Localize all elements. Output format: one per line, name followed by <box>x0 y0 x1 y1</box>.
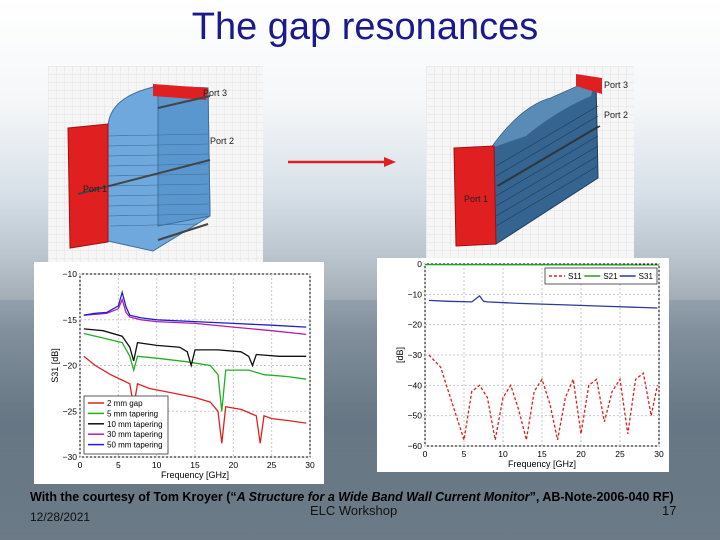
right-model-image: Port 3 Port 2 Port 1 <box>426 66 634 262</box>
y-tick-label: 0 <box>417 259 422 269</box>
right-model-drawing: Port 3 Port 2 Port 1 <box>426 66 634 262</box>
series-line-3 <box>83 297 307 336</box>
y-tick-label: −30 <box>63 452 78 462</box>
series-line-2 <box>83 328 307 369</box>
y-tick-label: −40 <box>408 380 423 390</box>
left-port1-label: Port 1 <box>83 184 107 194</box>
right-chart-panel: 0 5 10 15 20 25 30 0 −10 −20 −30 −40 −50 −60 Frequency… <box>377 258 669 472</box>
series-line-1 <box>83 332 307 412</box>
x-tick-label: 0 <box>78 460 83 470</box>
left-chart-panel: 0 5 10 15 20 25 30 −10 −15 −20 −25 −30 Frequency [GH… <box>34 262 324 484</box>
legend-entry: S21 <box>603 272 618 281</box>
left-port3-label: Port 3 <box>203 88 227 98</box>
legend-entry: 10 mm tapering <box>107 420 163 429</box>
x-tick-label: 25 <box>267 460 277 470</box>
transition-arrow-icon <box>288 157 396 167</box>
x-tick-label: 15 <box>537 449 547 459</box>
series-line-4 <box>83 289 307 328</box>
left-model-drawing: Port 3 Port 2 Port 1 <box>48 66 263 262</box>
y-tick-label: −50 <box>408 411 423 421</box>
legend-entry: 50 mm tapering <box>107 441 163 450</box>
x-tick-label: 0 <box>423 449 428 459</box>
s31-chart: 0 5 10 15 20 25 30 −10 −15 −20 −25 −30 Frequency [GH… <box>50 269 315 480</box>
s-parameter-chart: 0 5 10 15 20 25 30 0 −10 −20 −30 −40 −50 −60 Frequency… <box>395 259 664 469</box>
legend-entry: S31 <box>639 272 654 281</box>
y-tick-label: −10 <box>63 269 78 279</box>
left-model-image: Port 3 Port 2 Port 1 <box>48 66 263 262</box>
x-tick-label: 30 <box>654 449 664 459</box>
legend-entry: 2 mm gap <box>107 399 143 408</box>
y-tick-label: −30 <box>408 350 423 360</box>
x-tick-label: 20 <box>229 460 239 470</box>
footer-date: 12/28/2021 <box>30 510 91 524</box>
footer-workshop: ELC Workshop <box>310 503 398 518</box>
x-tick-label: 5 <box>462 449 467 459</box>
x-tick-label: 10 <box>152 460 162 470</box>
x-tick-label: 30 <box>305 460 315 470</box>
x-tick-label: 15 <box>190 460 200 470</box>
right-port2-label: Port 2 <box>604 110 628 120</box>
y-tick-label: −25 <box>63 406 78 416</box>
x-tick-label: 20 <box>576 449 586 459</box>
page-number: 17 <box>662 503 677 518</box>
x-axis-label: Frequency [GHz] <box>508 459 576 469</box>
series-line-0 <box>83 355 307 444</box>
slide-title: The gap resonances <box>191 6 539 48</box>
y-axis-label: S31 [dB] <box>50 348 60 383</box>
x-tick-label: 25 <box>615 449 625 459</box>
y-tick-label: −60 <box>408 441 423 451</box>
right-port3-label: Port 3 <box>604 80 628 90</box>
x-tick-label: 5 <box>116 460 121 470</box>
legend-entry: 5 mm tapering <box>107 409 158 418</box>
x-axis-label: Frequency [GHz] <box>161 470 229 480</box>
x-tick-label: 10 <box>498 449 508 459</box>
right-port1-label: Port 1 <box>464 194 488 204</box>
series-line-2 <box>428 294 658 309</box>
y-axis-label: [dB] <box>395 347 405 363</box>
left-port2-label: Port 2 <box>210 136 234 146</box>
legend-entry: 30 mm tapering <box>107 430 163 439</box>
courtesy-note: With the courtesy of Tom Kroyer (“A Stru… <box>30 490 674 504</box>
chart-legend: S11 S21 S31 <box>544 267 658 285</box>
y-tick-label: −20 <box>408 320 423 330</box>
legend-entry: S11 <box>568 272 582 281</box>
y-tick-label: −15 <box>63 315 78 325</box>
y-tick-label: −10 <box>408 289 423 299</box>
y-tick-label: −20 <box>63 361 78 371</box>
